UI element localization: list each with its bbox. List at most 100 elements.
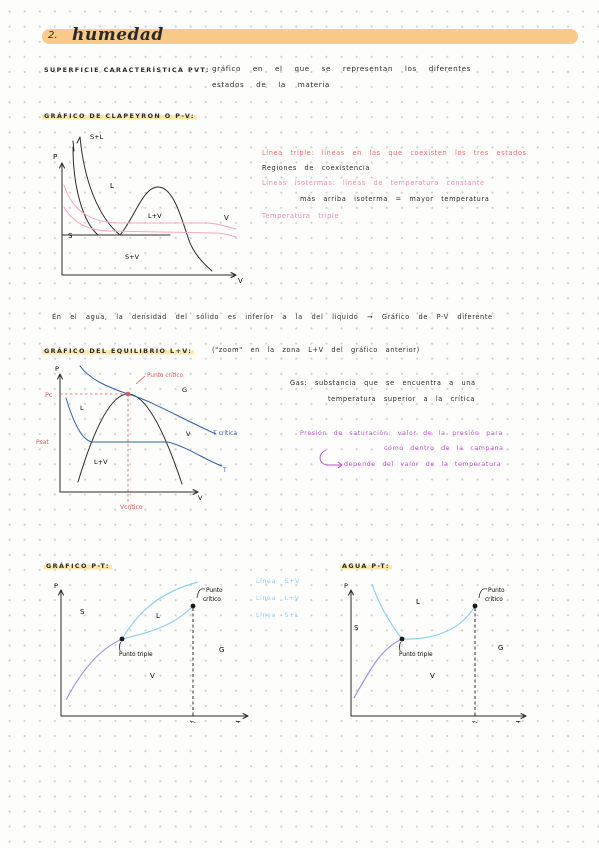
pv-s-label: S <box>68 232 73 240</box>
water-pt-tc-label: Tc <box>471 721 478 723</box>
psat-definition-line2: cómo dentro de la campana <box>384 445 504 452</box>
pt-s-label: S <box>80 608 85 616</box>
pv-v-label: V <box>238 277 243 285</box>
equilibrium-lv-chart: P V Pc Psat Vcrítico Punto crítico T crí… <box>36 365 237 511</box>
pv-v-region-label: V <box>224 214 229 222</box>
note-coexistence: Regiones de coexistencia <box>262 164 370 172</box>
eq-axes <box>59 373 199 493</box>
pv-isotherms <box>63 184 237 238</box>
pt-l-label: L <box>156 612 160 620</box>
pt-tc-label: Tc <box>189 721 196 723</box>
equilibrium-subtitle: ("zoom" en la zona L+V del gráfico anter… <box>212 346 420 354</box>
eq-punto-critico-label: Punto crítico <box>147 372 184 379</box>
water-pt-s-label: S <box>354 624 359 632</box>
pt-legend-lv: Línea L+V <box>256 595 300 602</box>
pvt-label: SUPERFICIE CARACTERÍSTICA PVT: <box>44 66 210 74</box>
water-pt-critical-point <box>472 603 478 609</box>
eq-v-arrow <box>192 489 199 495</box>
water-pt-t-label: T <box>515 720 521 723</box>
water-pt-triple-arrow <box>399 641 402 652</box>
pv-v-arrow <box>230 272 237 278</box>
page-title: humedad <box>72 25 164 45</box>
eq-p-label: P <box>55 365 59 373</box>
eq-g-label: G <box>182 386 187 394</box>
note-triple-line: Línea triple: líneas en las que coexiste… <box>262 149 527 157</box>
eq-tcritica-label: T crítica <box>212 430 237 437</box>
pt-critical-arrow <box>196 588 206 599</box>
eq-t-label: T <box>222 467 227 474</box>
eq-v-region-label: V <box>186 430 191 438</box>
pvt-definition-line1: gráfico en el que se representan los dif… <box>212 64 472 73</box>
water-pt-v-label: V <box>430 672 435 680</box>
clapeyron-title: GRÁFICO DE CLAPEYRON O P-V: <box>42 112 197 120</box>
pv-lv-label: L+V <box>148 212 162 220</box>
pt-title: GRÁFICO P-T: <box>44 562 112 570</box>
eq-critical-arrow <box>135 375 146 385</box>
eq-isotherm-t <box>65 397 223 467</box>
note-isotherm-order: más arriba isoterma = mayor temperatura <box>300 195 490 203</box>
pt-legend-sv: Línea S+V <box>256 578 300 585</box>
pv-sl-label-arrow <box>72 136 81 152</box>
pv-p-label: P <box>53 153 57 161</box>
pt-critical-point-label-1: Punto <box>206 588 223 594</box>
pt-sv-line <box>65 638 123 701</box>
equilibrium-title: GRÁFICO DEL EQUILIBRIO L+V: <box>42 347 195 355</box>
eq-vcritico-label: Vcrítico <box>120 504 143 511</box>
gas-definition-line2: temperatura superior a la crítica <box>328 395 476 403</box>
water-pt-triple-point <box>399 636 405 642</box>
water-pt-critical-arrow <box>478 588 488 599</box>
pt-critical-point <box>190 603 196 609</box>
psat-definition-line1: Presión de saturación: valor de la presi… <box>300 430 503 437</box>
water-pt-critical-point-label-1: Punto <box>488 588 505 594</box>
pt-critical-point-label-2: crítico <box>203 596 221 603</box>
pv-sl-label: S+L <box>90 133 104 141</box>
note-isotherms: Líneas isotermas: líneas de temperatura … <box>262 179 485 187</box>
pt-v-label: V <box>150 672 155 680</box>
eq-lv-label: L+V <box>94 458 108 466</box>
psat-arrow-icon <box>319 449 343 469</box>
pv-coexistence-dome <box>119 186 213 272</box>
water-pt-l-label: L <box>416 598 420 606</box>
eq-p-arrow <box>57 373 63 380</box>
pt-legend-sl: Línea S+L <box>256 612 300 619</box>
pt-chart: P T Tc S L G V Punto triple Punto crític… <box>54 581 249 723</box>
eq-saturation-dome <box>77 393 183 485</box>
water-pt-axes <box>350 589 527 717</box>
pvt-definition-line2: estados de la materia <box>212 80 330 89</box>
header-highlight <box>42 29 578 44</box>
pv-l-label: L <box>110 182 114 190</box>
pv-isotherm-low <box>63 206 237 238</box>
pt-p-arrow <box>58 589 64 596</box>
pv-axes <box>61 162 237 276</box>
water-pt-title: AGUA P-T: <box>340 562 392 570</box>
pt-axes <box>60 589 249 717</box>
eq-critical-point <box>125 391 131 397</box>
gas-definition-line1: Gas: substancia que se encuentra a una <box>290 379 476 387</box>
pt-lv-line <box>121 605 194 640</box>
eq-psat-label: Psat <box>36 439 49 446</box>
pv-sl-right-curve <box>79 136 121 236</box>
pt-triple-point <box>119 636 125 642</box>
psat-definition-line3: depende del valor de la temperatura <box>344 461 502 468</box>
pv-sv-label: S+V <box>125 253 140 261</box>
water-pt-p-label: P <box>344 582 348 590</box>
water-pt-g-label: G <box>498 644 503 652</box>
water-pt-t-arrow <box>520 713 527 719</box>
water-pt-chart: P T Tc S L G V Punto triple Punto crític… <box>344 582 527 723</box>
pt-triple-point-label: Punto triple <box>119 652 153 658</box>
eq-v-label: V <box>198 494 203 502</box>
pv-p-arrow <box>59 162 65 169</box>
water-pt-critical-point-label-2: crítico <box>485 596 503 603</box>
eq-l-label: L <box>80 404 84 412</box>
eq-pc-label: Pc <box>45 391 53 399</box>
pt-sl-line <box>121 581 199 640</box>
pt-triple-arrow <box>119 641 122 652</box>
pt-t-label: T <box>235 720 241 723</box>
water-pt-triple-point-label: Punto triple <box>399 652 433 658</box>
pt-t-arrow <box>242 713 249 719</box>
pv-sl-left-curve <box>72 146 99 236</box>
pt-p-label: P <box>54 582 58 590</box>
pt-g-label: G <box>219 646 224 654</box>
note-triple-temperature: Temperatura triple <box>262 212 339 220</box>
water-density-note: En el agua, la densidad del sólido es in… <box>52 313 493 321</box>
